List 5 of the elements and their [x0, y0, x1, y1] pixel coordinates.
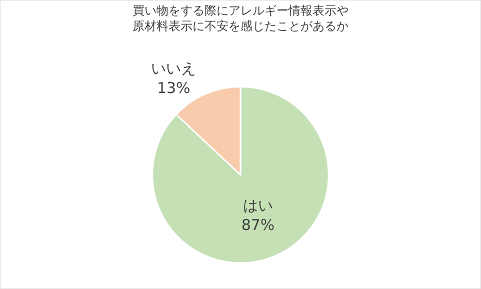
slice-label: いいえ: [151, 59, 196, 78]
data-label: 87%: [241, 216, 275, 234]
slice-label: はい: [243, 196, 274, 215]
chart-title: 買い物をする際にアレルギー情報表示や原材料表示に不安を感じたことがあるか: [132, 3, 348, 34]
data-label: 13%: [156, 78, 190, 97]
